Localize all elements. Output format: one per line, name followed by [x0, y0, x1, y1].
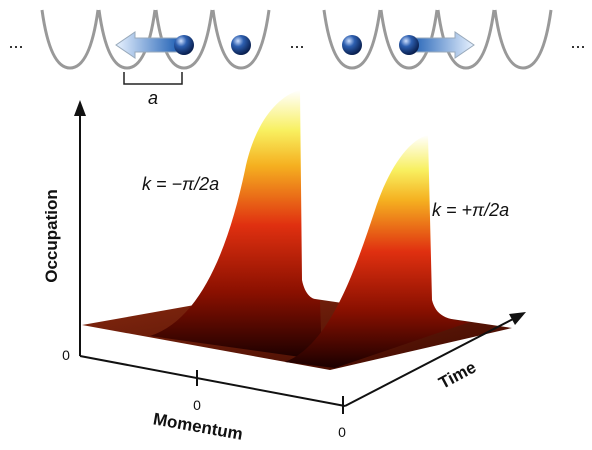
- atom: [342, 35, 362, 55]
- origin-label: 0: [338, 424, 346, 440]
- spacing-bracket: [123, 72, 183, 85]
- peak-label: k = +π/2a: [432, 200, 509, 220]
- ellipsis: ...: [570, 32, 585, 52]
- arrow-left: [115, 31, 181, 59]
- axis-arrow: [74, 100, 86, 116]
- atom: [174, 35, 194, 55]
- peak-label: k = −π/2a: [142, 174, 219, 194]
- origin-label: 0: [193, 397, 201, 413]
- arrow-right: [409, 31, 475, 59]
- axis-arrow: [509, 312, 526, 325]
- peak: [285, 135, 470, 368]
- y-axis-label: Occupation: [42, 189, 61, 283]
- spacing-label: a: [148, 88, 158, 108]
- ellipsis: ...: [8, 32, 23, 52]
- x-axis-label: Momentum: [152, 409, 245, 443]
- ellipsis: ...: [289, 32, 304, 52]
- z-axis-label: Time: [436, 358, 480, 393]
- axes: [79, 112, 516, 414]
- atom: [399, 35, 419, 55]
- atom: [231, 35, 251, 55]
- origin-label: 0: [62, 347, 70, 363]
- peak: [150, 90, 322, 360]
